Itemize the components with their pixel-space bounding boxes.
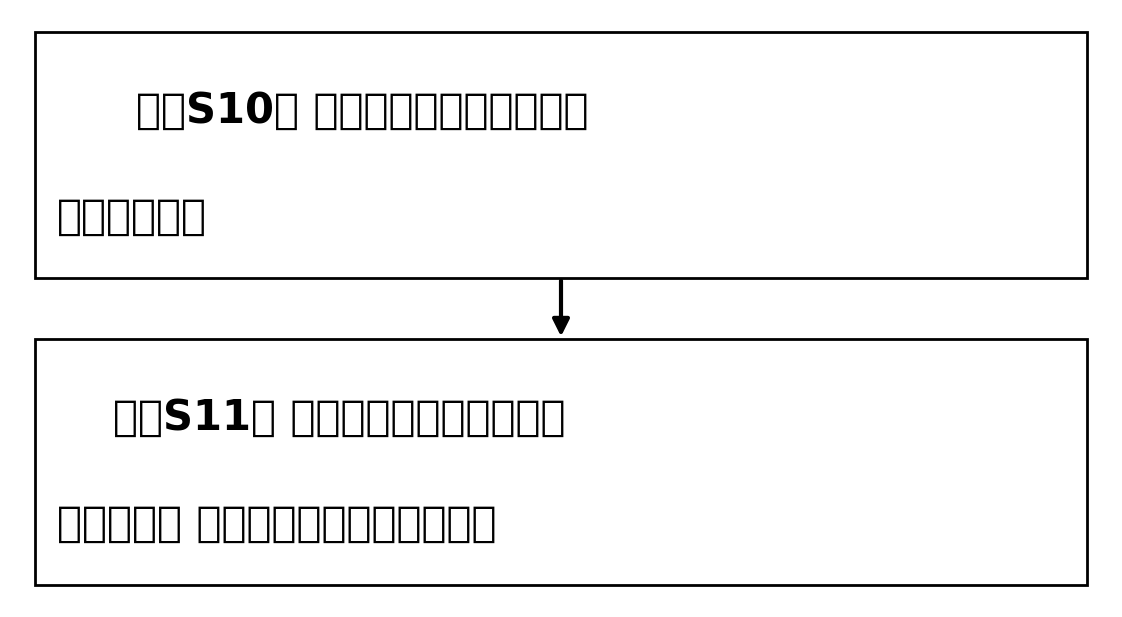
Text: 步驞S10： 获取所述轴承的内圈温度: 步驞S10： 获取所述轴承的内圈温度 bbox=[136, 89, 588, 131]
Text: 和外圈温度。: 和外圈温度。 bbox=[57, 196, 208, 238]
Text: 步驞S11： 至少根据所述内圈温度和: 步驞S11： 至少根据所述内圈温度和 bbox=[113, 397, 565, 439]
Text: 外圈温度， 获取所述轴承的径向游隙。: 外圈温度， 获取所述轴承的径向游隙。 bbox=[57, 502, 497, 544]
FancyBboxPatch shape bbox=[35, 339, 1087, 585]
FancyBboxPatch shape bbox=[35, 32, 1087, 278]
